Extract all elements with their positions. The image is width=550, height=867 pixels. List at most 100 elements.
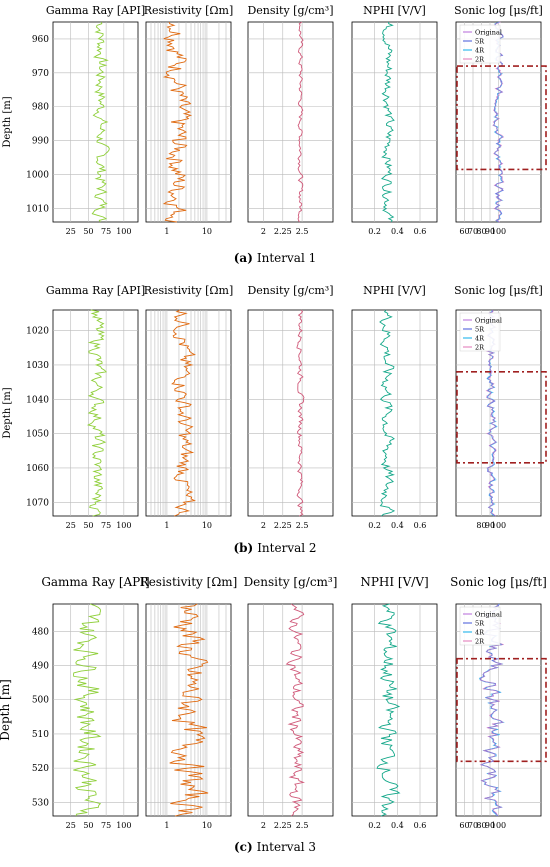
panel-title: Resistivity [Ωm] bbox=[144, 284, 234, 297]
x-tick-label: 1 bbox=[164, 227, 169, 236]
legend-label: 5R bbox=[475, 620, 485, 628]
x-tick-label: 100 bbox=[116, 227, 131, 236]
x-tick-label: 10 bbox=[202, 521, 212, 530]
x-tick-label: 1 bbox=[164, 821, 169, 830]
x-tick-label: 0.6 bbox=[414, 521, 427, 530]
y-tick-label: 980 bbox=[32, 103, 49, 113]
caption-1: (a) Interval 1 bbox=[234, 251, 317, 265]
legend-label: 2R bbox=[475, 56, 485, 64]
curve-density bbox=[296, 309, 305, 517]
x-tick-label: 75 bbox=[101, 821, 111, 830]
panel-title: Gamma Ray [API] bbox=[41, 575, 149, 589]
panel-frame bbox=[145, 21, 232, 223]
x-tick-label: 0.4 bbox=[391, 521, 404, 530]
x-tick-label: 50 bbox=[83, 821, 93, 830]
panel-nphi: NPHI [V/V] 0.2 0.4 0.6 bbox=[351, 575, 438, 830]
y-axis-label: Depth [m] bbox=[2, 387, 13, 438]
y-tick-label: 990 bbox=[32, 137, 49, 147]
caption-text: Interval 1 bbox=[257, 251, 316, 265]
panel-frame bbox=[247, 603, 334, 817]
x-tick-label: 50 bbox=[83, 227, 93, 236]
legend-label: 5R bbox=[475, 326, 485, 334]
x-tick-label: 0.2 bbox=[368, 821, 381, 830]
panel-density: Density [g/cm³] 2 2.25 2.5 bbox=[247, 4, 333, 236]
y-tick-label: 1050 bbox=[26, 430, 49, 440]
panel-title: Density [g/cm³] bbox=[247, 4, 333, 17]
x-tick-label: 1 bbox=[164, 521, 169, 530]
y-tick-label: 960 bbox=[32, 35, 49, 45]
panel-resistivity: Resistivity [Ωm] 1 10 bbox=[140, 575, 238, 830]
caption-letter: (b) bbox=[233, 541, 253, 555]
panel-nphi: NPHI [V/V] 0.2 0.4 0.6 bbox=[351, 284, 438, 530]
x-tick-label: 100 bbox=[491, 227, 506, 236]
curve-density bbox=[285, 603, 305, 817]
legend-box bbox=[459, 24, 501, 64]
panel-frame bbox=[351, 603, 438, 817]
panel-title: NPHI [V/V] bbox=[363, 284, 426, 297]
x-tick-label: 2.25 bbox=[274, 521, 292, 530]
curve-resistivity bbox=[162, 21, 193, 223]
y-tick-label: 1030 bbox=[26, 361, 49, 371]
y-tick-label: 1020 bbox=[26, 327, 49, 337]
caption-letter: (a) bbox=[234, 251, 253, 265]
legend-label: Original bbox=[475, 611, 502, 619]
caption-3: (c) Interval 3 bbox=[234, 840, 316, 854]
curve-gamma bbox=[91, 21, 110, 223]
x-tick-label: 75 bbox=[101, 227, 111, 236]
x-tick-label: 25 bbox=[66, 821, 76, 830]
x-tick-label: 75 bbox=[101, 521, 111, 530]
x-tick-label: 2.5 bbox=[296, 821, 309, 830]
interval-highlight-box bbox=[456, 657, 547, 763]
curve-nphi bbox=[376, 603, 401, 817]
panel-gamma: Gamma Ray [API] 25 50 75 100 bbox=[46, 4, 145, 236]
x-tick-label: 2.5 bbox=[296, 227, 309, 236]
panel-resistivity: Resistivity [Ωm] 1 10 bbox=[144, 284, 234, 530]
x-tick-label: 70 bbox=[468, 227, 478, 236]
x-tick-label: 2 bbox=[261, 821, 266, 830]
x-tick-label: 2.25 bbox=[274, 821, 292, 830]
panel-frame bbox=[52, 21, 139, 223]
legend-label: Original bbox=[475, 29, 502, 37]
x-tick-label: 100 bbox=[491, 821, 506, 830]
caption-2: (b) Interval 2 bbox=[233, 541, 316, 555]
x-tick-label: 100 bbox=[116, 521, 131, 530]
x-tick-label: 80 bbox=[476, 821, 486, 830]
panel-title: NPHI [V/V] bbox=[360, 575, 428, 589]
y-tick-label: 1000 bbox=[26, 171, 49, 181]
y-tick-label: 1040 bbox=[26, 395, 49, 405]
x-tick-label: 90 bbox=[485, 227, 495, 236]
y-tick-label: 530 bbox=[32, 798, 49, 808]
y-tick-label: 970 bbox=[32, 69, 49, 79]
curve-resistivity bbox=[171, 309, 196, 517]
panel-title: Sonic log [μs/ft] bbox=[450, 575, 547, 589]
panel-title: Sonic log [μs/ft] bbox=[454, 284, 543, 297]
x-tick-label: 2 bbox=[261, 227, 266, 236]
panel-frame bbox=[247, 21, 334, 223]
panel-nphi: NPHI [V/V] 0.2 0.4 0.6 bbox=[351, 4, 438, 236]
curve-gamma bbox=[86, 309, 108, 517]
x-tick-label: 2.5 bbox=[296, 521, 309, 530]
legend-label: Original bbox=[475, 317, 502, 325]
x-tick-label: 0.6 bbox=[414, 821, 427, 830]
panel-title: Resistivity [Ωm] bbox=[140, 575, 238, 589]
panel-density: Density [g/cm³] 2 2.25 2.5 bbox=[247, 284, 333, 530]
curve-resistivity bbox=[169, 603, 209, 817]
caption-text: Interval 3 bbox=[257, 840, 316, 854]
x-tick-label: 10 bbox=[202, 821, 212, 830]
legend-label: 5R bbox=[475, 38, 485, 46]
legend-label: 2R bbox=[475, 638, 485, 646]
y-tick-label: 480 bbox=[32, 627, 49, 637]
legend-label: 2R bbox=[475, 344, 485, 352]
panel-frame bbox=[247, 309, 334, 517]
panel-gamma: Gamma Ray [API] 25 50 75 100 bbox=[46, 284, 145, 530]
x-tick-label: 25 bbox=[66, 521, 76, 530]
